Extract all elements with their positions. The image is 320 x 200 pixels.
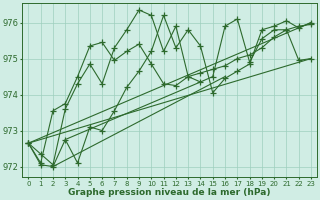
X-axis label: Graphe pression niveau de la mer (hPa): Graphe pression niveau de la mer (hPa) xyxy=(68,188,271,197)
